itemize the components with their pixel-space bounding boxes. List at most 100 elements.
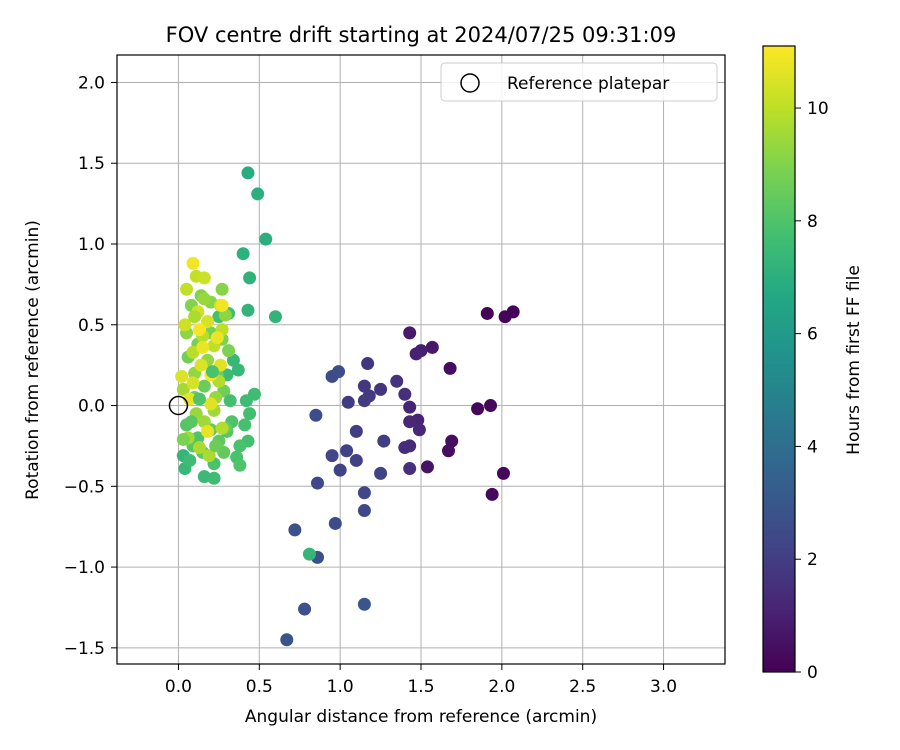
colorbar-ticks: 0 2 4 6 8 10 [795,99,829,683]
x-tick-label: 0.0 [165,677,192,697]
data-point [390,374,404,388]
data-point [377,434,391,448]
x-tick-label: 1.0 [327,677,354,697]
data-point [357,504,371,518]
data-point [259,232,273,246]
data-point [496,466,510,480]
x-axis-ticks: 0.0 0.5 1.0 1.5 2.0 2.5 3.0 [165,664,677,697]
data-point [341,395,355,409]
colorbar-tick-label: 0 [807,663,818,683]
data-point [398,387,412,401]
data-point [420,460,434,474]
data-point [210,331,224,345]
x-tick-label: 2.0 [488,677,515,697]
colorbar [763,46,795,672]
data-point [251,187,265,201]
data-point [403,462,417,476]
data-point [403,415,417,429]
data-point [196,340,210,354]
data-point [403,400,417,414]
scatter-points [175,166,520,647]
data-point [302,547,316,561]
colorbar-tick-label: 4 [807,437,818,457]
data-point [215,421,229,435]
data-point [333,463,347,477]
data-point [175,369,189,383]
data-point [222,344,236,358]
data-point [180,282,194,296]
data-point [328,516,342,530]
chart-title: FOV centre drift starting at 2024/07/25 … [166,23,677,47]
legend: Reference platepar [440,62,718,102]
data-point [374,466,388,480]
data-point [192,441,206,455]
data-point [340,444,354,458]
data-point [197,470,211,484]
data-point [403,326,417,340]
data-point [471,402,485,416]
data-point [204,397,218,411]
x-tick-label: 2.5 [569,677,596,697]
legend-box [440,62,718,102]
data-point [484,399,498,413]
data-point [241,166,255,180]
y-tick-label: 0.5 [78,316,105,336]
data-point [280,633,294,647]
data-point [349,424,363,438]
reference-marker [168,395,189,416]
data-point [409,347,423,361]
colorbar-tick-label: 6 [807,325,818,345]
data-point [498,310,512,324]
x-axis-label: Angular distance from reference (arcmin) [245,707,597,727]
data-point [201,424,215,438]
data-point [192,323,206,337]
data-point [215,282,229,296]
data-point [186,376,200,390]
data-point [207,471,221,485]
data-point [197,271,211,285]
data-point [298,602,312,616]
colorbar-tick-label: 8 [807,212,818,232]
data-point [205,365,219,379]
data-point [223,394,237,408]
data-point [176,382,190,396]
data-point [349,453,363,467]
data-point [357,597,371,611]
data-point [202,449,216,463]
y-tick-label: −0.5 [64,477,105,497]
colorbar-tick-label: 2 [807,550,818,570]
data-point [192,392,206,406]
data-point [238,418,252,432]
y-tick-label: 1.5 [78,154,105,174]
data-point [288,523,302,537]
data-point [374,382,388,396]
data-point [357,379,371,393]
colorbar-label: Hours from first FF file [844,265,864,455]
legend-label: Reference platepar [507,74,669,94]
data-point [268,310,282,324]
data-point [176,432,190,446]
data-point [480,306,494,320]
y-tick-label: 2.0 [78,73,105,93]
y-tick-label: 0.0 [78,397,105,417]
data-point [226,353,240,367]
colorbar-tick-label: 10 [807,99,829,119]
data-point [357,394,371,408]
data-point [425,340,439,354]
data-point [183,453,197,467]
data-point [178,318,192,332]
data-point [209,439,223,453]
data-point [325,449,339,463]
data-point [243,271,257,285]
y-axis-ticks: 2.0 1.5 1.0 0.5 0.0 −0.5 −1.0 −1.5 [64,73,117,659]
data-point [233,439,247,453]
data-point [233,458,247,472]
data-point [412,423,426,437]
data-point [398,441,412,455]
data-point [485,487,499,501]
data-point [311,476,325,490]
data-point [443,361,457,375]
data-point [309,408,323,422]
colorbar-frame [762,45,796,673]
